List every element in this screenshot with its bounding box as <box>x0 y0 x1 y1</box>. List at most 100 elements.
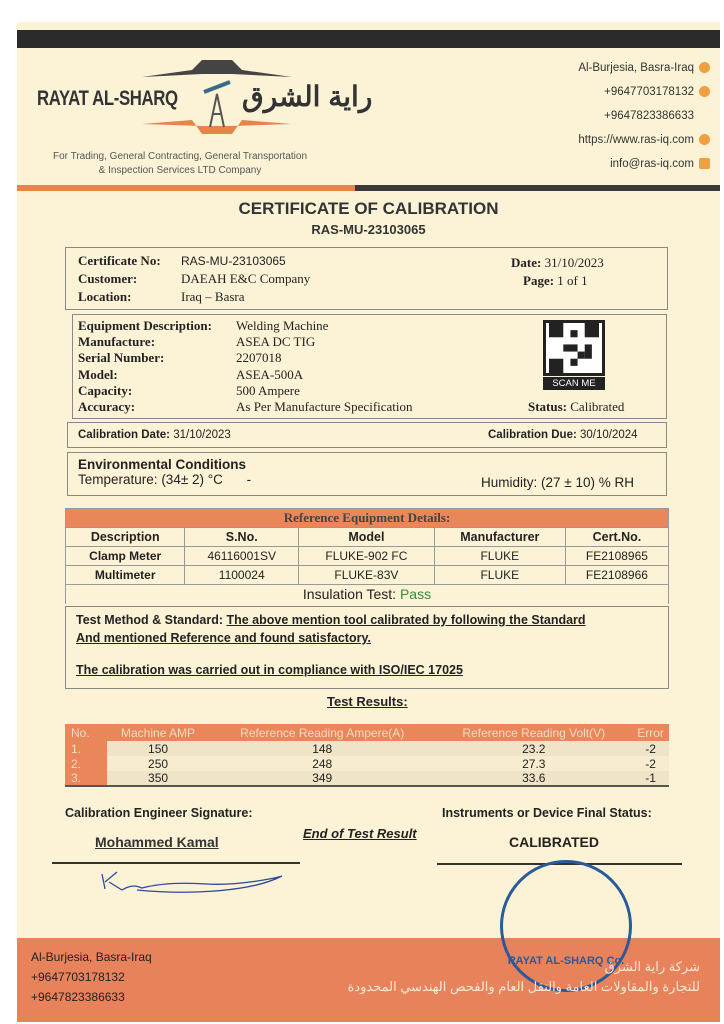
value: 1 of 1 <box>557 273 588 288</box>
table-cell: 350 <box>148 771 169 785</box>
calibration-due: 30/10/2024 <box>580 429 638 441</box>
signature-line <box>52 862 300 864</box>
web-icon <box>699 134 710 146</box>
equipment-row: Manufacture: ASEA DC TIG <box>78 334 413 350</box>
certificate-no: Certificate No: RAS-MU-23103065 <box>78 252 310 270</box>
equipment-status: Status: Calibrated <box>528 399 624 415</box>
value: Welding Machine <box>236 318 329 333</box>
calibration-dates: Calibration Date: 31/10/2023 Calibration… <box>67 422 667 448</box>
address-text: Al-Burjesia, Basra-Iraq <box>578 62 694 74</box>
table-cell: 2. <box>65 756 107 771</box>
table-cell: 148 <box>312 741 333 756</box>
label: Humidity: <box>481 475 538 490</box>
table-cell: 1. <box>65 741 107 756</box>
column-header: Model <box>298 527 435 547</box>
contact-phone-2: +9647823386633 <box>604 110 694 122</box>
divider-dark <box>355 185 720 191</box>
column-header: Reference Reading Ampere(A) <box>209 724 436 741</box>
table-cell: 1100024 <box>184 565 300 585</box>
top-bar <box>17 30 720 48</box>
method-text-1: The above mention tool calibrated by fol… <box>226 613 586 627</box>
table-cell: 248 <box>312 756 333 771</box>
company-logo-icon <box>142 60 292 134</box>
table-row: 3. 350 349 33.6 -1 <box>65 771 669 786</box>
tagline-line-2: & Inspection Services LTD Company <box>98 165 262 176</box>
calibration-date: 31/10/2023 <box>173 429 231 441</box>
label: Capacity: <box>78 382 133 398</box>
label: Calibration Due: <box>488 429 577 441</box>
phone-text: +9647823386633 <box>604 110 694 122</box>
value: Iraq – Basra <box>181 289 245 304</box>
page-count: Page: 1 of 1 <box>511 272 604 290</box>
company-stamp-icon: RAYAT AL-SHARQ Co. <box>500 860 632 992</box>
equipment-box: Equipment Description: Welding Machine Man… <box>72 314 667 419</box>
temperature-value: (34± 2) °C <box>161 472 223 487</box>
value: As Per Manufacture Specification <box>236 399 413 415</box>
test-results-table: No. Machine AMP Reference Reading Ampere(A… <box>65 724 669 787</box>
website-link[interactable]: https://www.ras-iq.com <box>578 134 694 146</box>
reference-title: Reference Equipment Details: <box>65 508 669 528</box>
value: 500 Ampere <box>236 382 300 398</box>
column-header: Manufacturer <box>433 527 566 547</box>
label: Equipment Description: <box>78 318 212 333</box>
equipment-row: Model: ASEA-500A <box>78 367 413 383</box>
date: Date: 31/10/2023 <box>511 254 604 272</box>
label: Calibration Date: <box>78 429 171 441</box>
label: Insulation Test: <box>302 586 397 603</box>
label: Temperature: <box>78 472 158 487</box>
customer: Customer: DAEAH E&C Company <box>78 270 310 288</box>
value: 2207018 <box>236 350 282 366</box>
label: Test Method & Standard: <box>76 613 223 627</box>
scan-me-label: SCAN ME <box>543 377 605 390</box>
label: Certificate No: <box>78 253 161 268</box>
table-row: 1. 150 148 23.2 -2 <box>65 741 669 756</box>
qr-code-icon[interactable] <box>543 320 605 376</box>
value: 31/10/2023 <box>544 255 604 270</box>
certificate-id: RAS-MU-23103065 <box>311 222 426 237</box>
contact-email[interactable]: info@ras-iq.com <box>610 158 710 170</box>
footer-address: Al-Burjesia, Basra-Iraq <box>31 950 152 964</box>
location: Location: Iraq – Basra <box>78 288 310 306</box>
company-name-en: RAYAT AL-SHARQ <box>37 87 178 110</box>
equipment-details: Equipment Description: Welding Machine Man… <box>78 318 413 415</box>
equipment-row: Accuracy: As Per Manufacture Specificatio… <box>78 399 413 415</box>
value: Calibrated <box>570 399 625 414</box>
environmental-conditions: Environmental Conditions Temperature: (3… <box>67 452 667 496</box>
table-cell: 3. <box>65 771 107 786</box>
column-header: Error <box>632 724 669 741</box>
certificate-title: CERTIFICATE OF CALIBRATION <box>238 199 499 218</box>
table-cell: -1 <box>645 771 656 785</box>
final-status-value: CALIBRATED <box>509 834 599 850</box>
final-status-label: Instruments or Device Final Status: <box>442 806 652 820</box>
certificate-info-box: Certificate No: RAS-MU-23103065 Customer:… <box>65 247 668 310</box>
footer-contacts: Al-Burjesia, Basra-Iraq +9647703178132 +… <box>31 947 152 1007</box>
column-header: S.No. <box>184 527 300 547</box>
divider-orange <box>17 185 355 191</box>
label: Status: <box>528 399 568 414</box>
label: Serial Number: <box>78 350 165 366</box>
table-cell: 46116001SV <box>184 546 300 566</box>
table-cell: Clamp Meter <box>64 546 186 566</box>
engineer-name: Mohammed Kamal <box>95 834 219 850</box>
label: Model: <box>78 366 118 382</box>
signature-icon <box>101 871 283 893</box>
value: ASEA-500A <box>236 366 304 382</box>
table-cell: Multimeter <box>64 565 186 585</box>
table-cell: FLUKE-83V <box>298 565 435 585</box>
table-row: 2. 250 248 27.3 -2 <box>65 756 669 771</box>
phone-icon <box>699 86 710 98</box>
footer-phone-2: +9647823386633 <box>31 990 125 1004</box>
contact-website[interactable]: https://www.ras-iq.com <box>578 134 710 146</box>
email-link[interactable]: info@ras-iq.com <box>610 158 694 170</box>
value: DAEAH E&C Company <box>181 271 311 286</box>
table-cell: 27.3 <box>522 756 546 771</box>
table-cell: 150 <box>148 741 169 756</box>
contact-phone-1: +9647703178132 <box>604 86 710 98</box>
dash: - <box>246 472 252 487</box>
label: Location: <box>78 289 132 304</box>
footer-phone-1: +9647703178132 <box>31 970 125 984</box>
column-header: Cert.No. <box>564 527 670 547</box>
env-title: Environmental Conditions <box>78 457 247 472</box>
column-header: No. <box>65 724 107 741</box>
equipment-row: Equipment Description: Welding Machine <box>78 318 413 334</box>
